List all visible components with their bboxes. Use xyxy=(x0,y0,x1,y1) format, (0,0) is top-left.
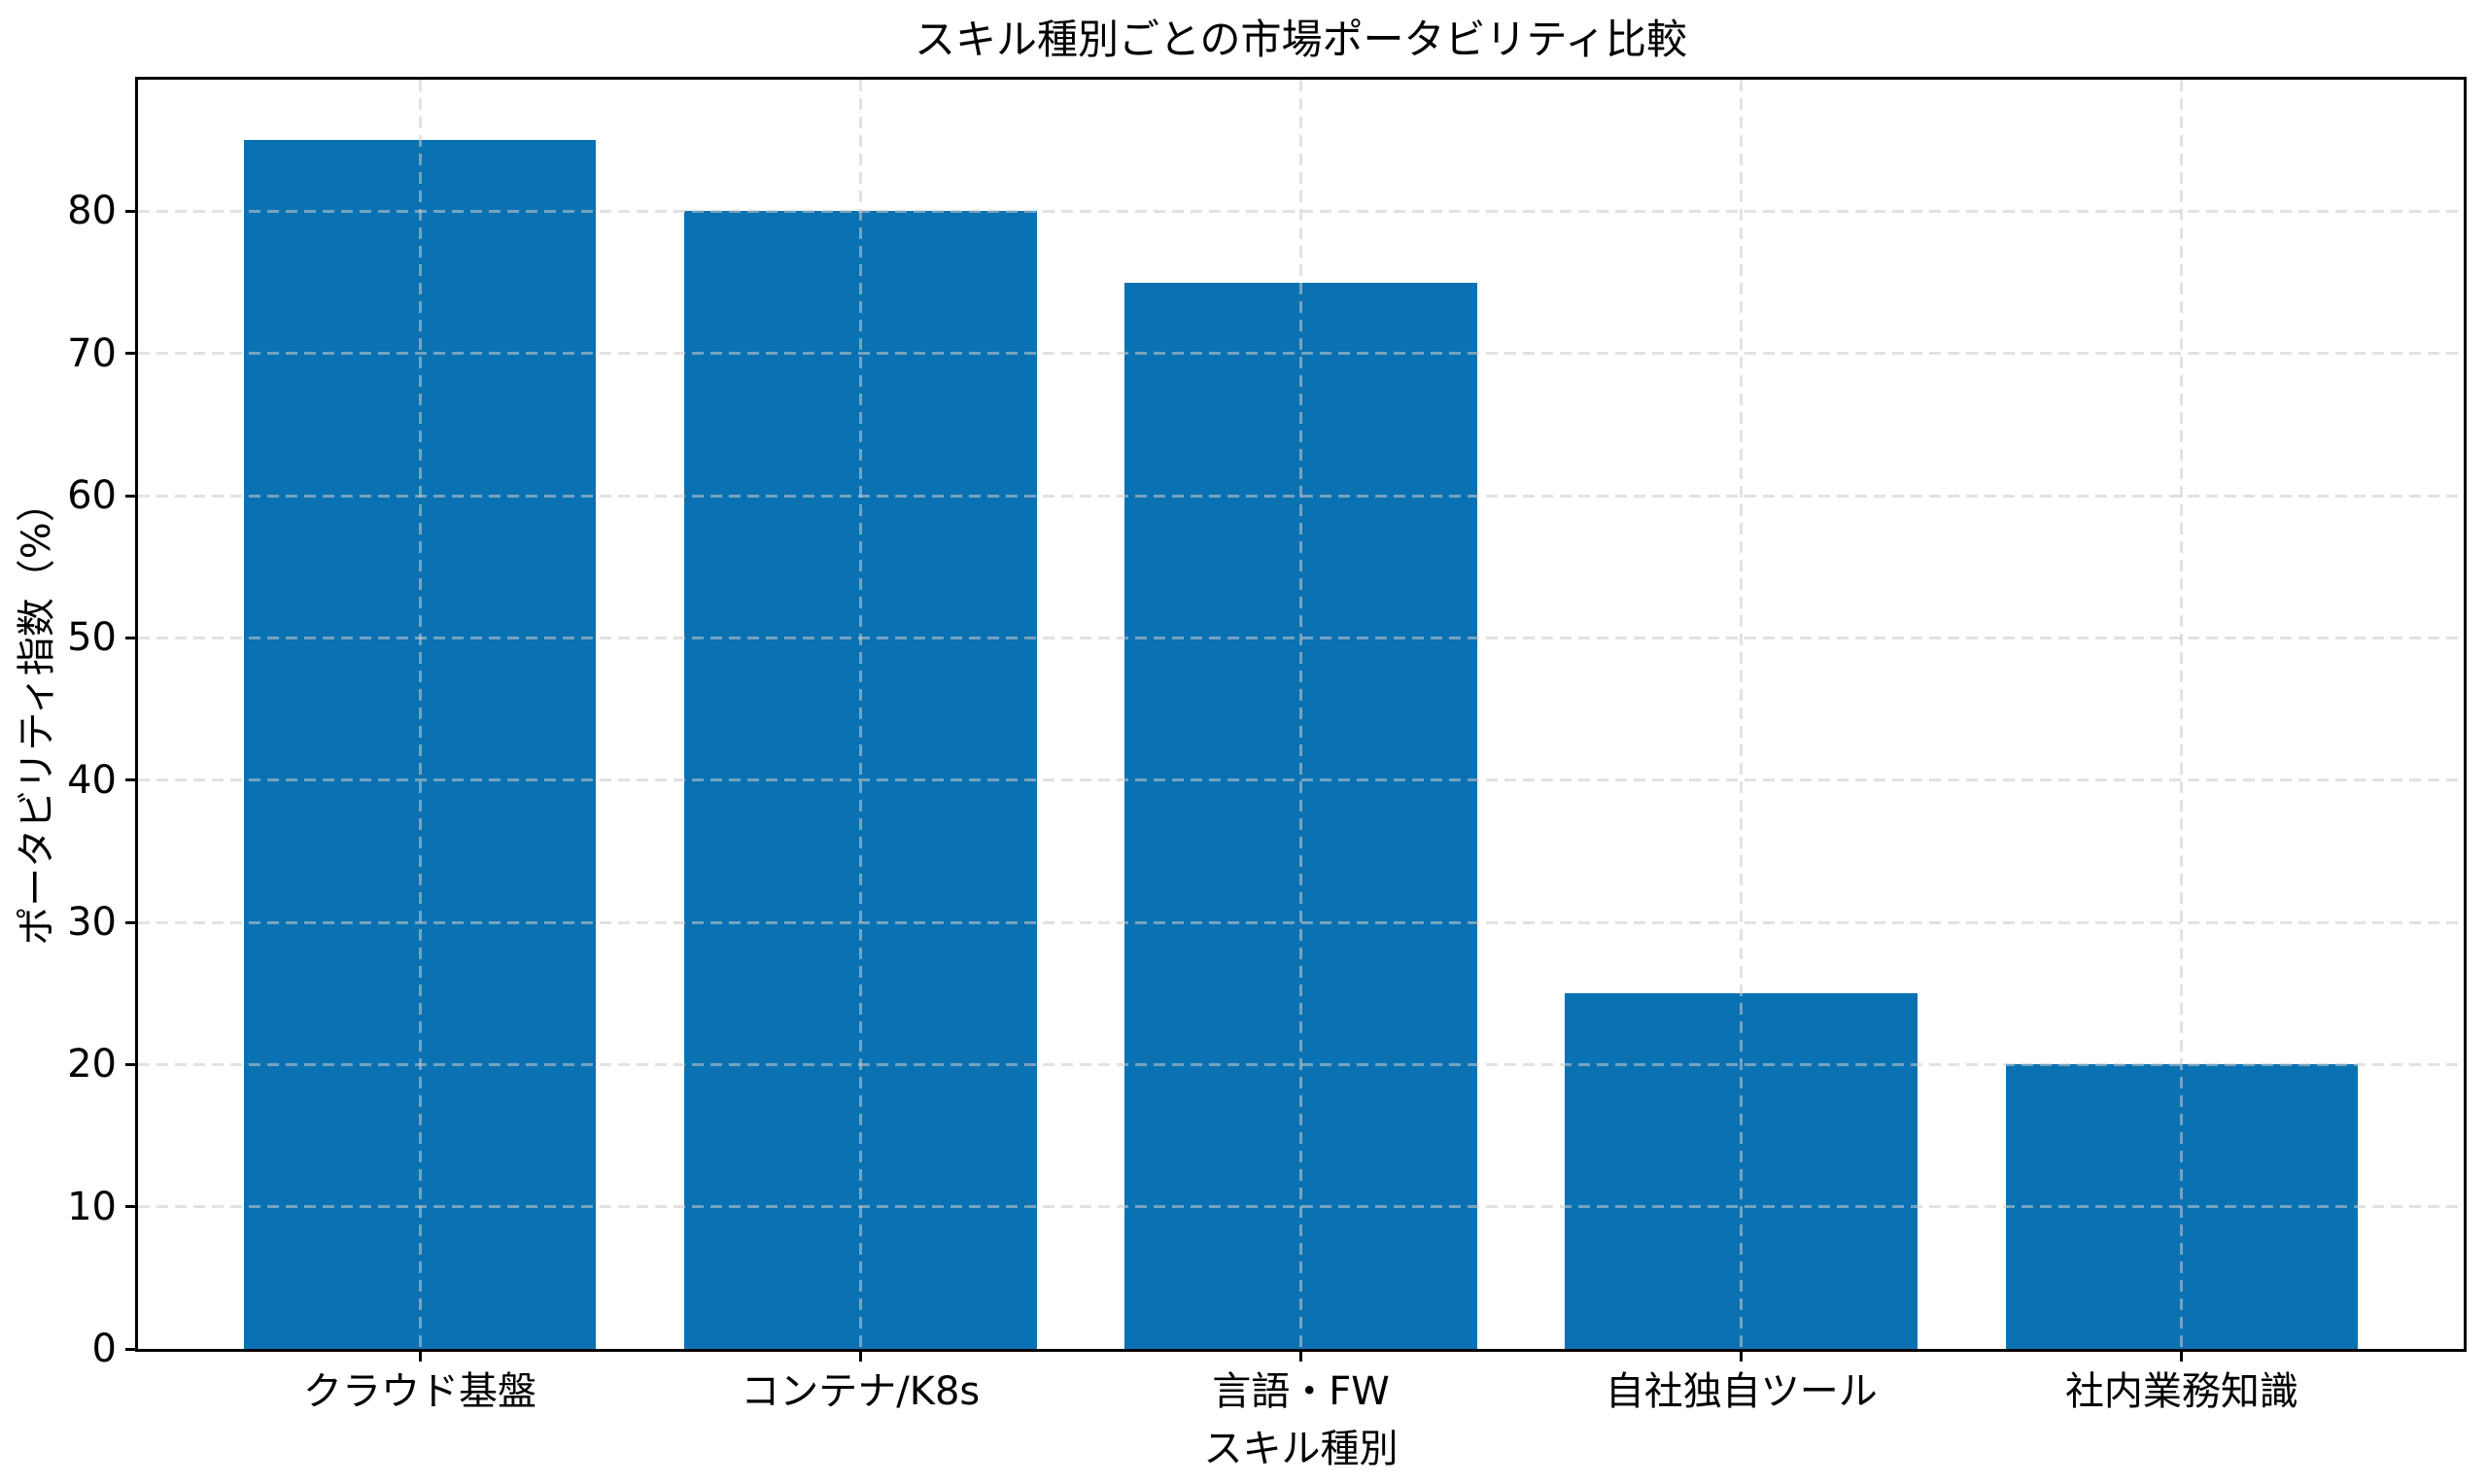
x-tick-mark-1 xyxy=(858,1352,862,1362)
x-tick-label-1: コンテナ/K8s xyxy=(741,1369,981,1414)
y-tick-mark-0 xyxy=(125,1347,135,1351)
y-tick-label-50: 50 xyxy=(67,615,117,661)
y-tick-mark-50 xyxy=(125,636,135,639)
y-tick-mark-70 xyxy=(125,352,135,356)
plot-area: 0 10 20 30 40 50 60 70 80 クラウド基盤 コンテナ/K8s 言語・FW 自社独自… xyxy=(67,77,2467,1413)
y-axis-label: ポータビリティ指数（%） xyxy=(15,483,59,946)
y-tick-mark-40 xyxy=(125,778,135,782)
x-tick-label-2: 言語・FW xyxy=(1212,1369,1390,1414)
bars-layer xyxy=(138,80,2464,1349)
y-tick-label-70: 70 xyxy=(67,330,117,376)
y-tick-label-80: 80 xyxy=(67,189,117,234)
x-tick-mark-4 xyxy=(2180,1352,2184,1362)
y-tick-mark-20 xyxy=(125,1062,135,1066)
bar-2 xyxy=(1124,282,1477,1349)
y-tick-mark-60 xyxy=(125,494,135,498)
chart-title: スキル種別ごとの市場ポータビリティ比較 xyxy=(914,16,1688,63)
y-tick-label-40: 40 xyxy=(67,757,117,803)
y-tick-mark-30 xyxy=(125,920,135,924)
bar-1 xyxy=(683,211,1037,1349)
x-tick-label-4: 社内業務知識 xyxy=(2064,1369,2298,1414)
x-tick-label-3: 自社独自ツール xyxy=(1605,1369,1878,1414)
y-tick-mark-10 xyxy=(125,1205,135,1209)
y-tick-label-60: 60 xyxy=(67,473,117,519)
y-tick-label-30: 30 xyxy=(67,900,117,946)
x-tick-label-0: クラウド基盤 xyxy=(303,1369,537,1414)
bar-4 xyxy=(2005,1064,2359,1349)
x-axis-label: スキル種別 xyxy=(1203,1427,1399,1471)
x-tick-mark-2 xyxy=(1299,1352,1302,1362)
x-tick-mark-0 xyxy=(418,1352,422,1362)
y-tick-label-0: 0 xyxy=(91,1327,117,1371)
bar-3 xyxy=(1565,993,1918,1349)
y-tick-label-20: 20 xyxy=(67,1042,117,1087)
y-tick-label-10: 10 xyxy=(67,1184,117,1229)
y-tick-mark-80 xyxy=(125,209,135,213)
x-tick-mark-3 xyxy=(1740,1352,1744,1362)
bar-0 xyxy=(243,140,597,1349)
